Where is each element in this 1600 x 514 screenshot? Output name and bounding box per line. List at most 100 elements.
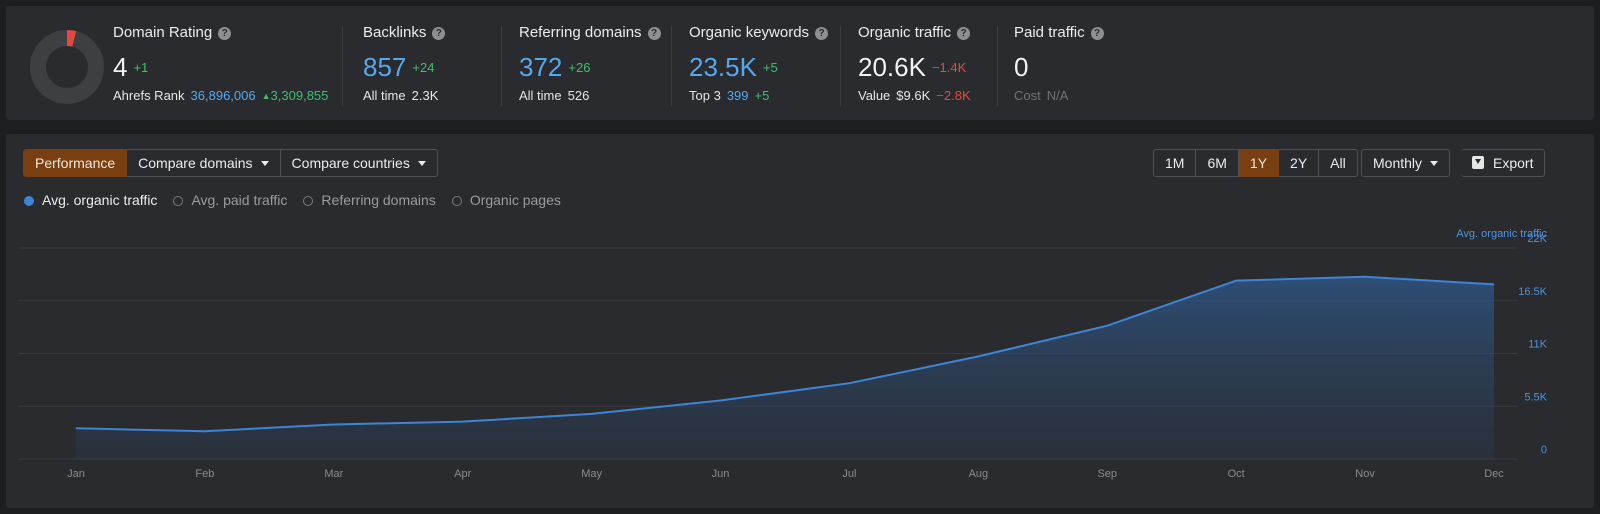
metrics-panel: Domain Rating? 4 +1 Ahrefs Rank 36,896,006… bbox=[6, 6, 1594, 120]
x-tick-label: Aug bbox=[969, 468, 989, 480]
dropdown-label: Compare countries bbox=[291, 155, 410, 171]
x-tick-label: Jan bbox=[67, 468, 85, 480]
legend-label: Avg. paid traffic bbox=[191, 192, 288, 208]
x-tick-label: Jul bbox=[842, 468, 856, 480]
sub-delta: +5 bbox=[754, 88, 770, 103]
sub-label: All time bbox=[519, 88, 562, 103]
x-tick-label: Feb bbox=[195, 468, 214, 480]
dropdown-label: Compare domains bbox=[138, 155, 253, 171]
sub-value: $9.6K bbox=[896, 88, 931, 103]
legend-dot-icon bbox=[451, 196, 462, 206]
range-1y[interactable]: 1Y bbox=[1238, 149, 1280, 177]
help-icon[interactable]: ? bbox=[815, 27, 829, 40]
y-tick-label: 5.5K bbox=[1524, 391, 1547, 403]
top3-link[interactable]: 399 bbox=[726, 88, 749, 103]
x-tick-label: Nov bbox=[1355, 468, 1375, 480]
legend-avg-paid-traffic[interactable]: Avg. paid traffic bbox=[173, 192, 287, 208]
traffic-chart: Avg. organic traffic 0 5.5K 11K 16.5K 22K Ja… bbox=[18, 228, 1548, 480]
range-2y[interactable]: 2Y bbox=[1279, 149, 1320, 177]
data-point[interactable] bbox=[848, 382, 850, 384]
metric-value[interactable]: 857 bbox=[363, 52, 407, 82]
performance-panel: Performance Compare domains Compare coun… bbox=[6, 134, 1594, 508]
up-triangle-icon: ▲ bbox=[261, 91, 271, 101]
metric-label: Organic traffic bbox=[858, 24, 952, 41]
range-1m[interactable]: 1M bbox=[1153, 149, 1197, 177]
divider bbox=[342, 26, 343, 106]
range-selector: 1M 6M 1Y 2Y All bbox=[1153, 149, 1358, 177]
metric-value[interactable]: 23.5K bbox=[689, 52, 757, 82]
metric-value: 4 bbox=[113, 52, 128, 82]
divider bbox=[671, 26, 672, 106]
series-line bbox=[75, 275, 1495, 433]
y-tick-label: 0 bbox=[1541, 444, 1547, 456]
metric-delta: −1.4K bbox=[931, 60, 967, 75]
sub-label: Value bbox=[858, 88, 891, 103]
data-point[interactable] bbox=[977, 355, 979, 357]
y-tick-label: 11K bbox=[1528, 339, 1547, 351]
y-tick-label: 16.5K bbox=[1518, 286, 1547, 298]
x-tick-label: Oct bbox=[1228, 468, 1245, 480]
metric-label: Domain Rating bbox=[113, 24, 213, 41]
sub-label: Ahrefs Rank bbox=[113, 88, 185, 103]
sub-value: 2.3K bbox=[411, 88, 439, 103]
legend-organic-pages[interactable]: Organic pages bbox=[451, 192, 561, 208]
data-point[interactable] bbox=[204, 430, 206, 432]
export-button[interactable]: Export bbox=[1461, 149, 1546, 177]
range-all[interactable]: All bbox=[1319, 149, 1358, 177]
export-label: Export bbox=[1493, 155, 1534, 171]
download-icon bbox=[1472, 156, 1484, 169]
data-point[interactable] bbox=[720, 399, 722, 401]
help-icon[interactable]: ? bbox=[218, 27, 232, 40]
sub-label: All time bbox=[363, 88, 406, 103]
metric-delta: +24 bbox=[412, 60, 435, 75]
view-tabs: Performance Compare domains Compare coun… bbox=[23, 149, 438, 177]
help-icon[interactable]: ? bbox=[432, 27, 446, 40]
data-point[interactable] bbox=[1364, 276, 1366, 278]
sub-label: Top 3 bbox=[689, 88, 721, 103]
metric-label: Backlinks bbox=[363, 24, 427, 41]
y-axis-title: Avg. organic traffic bbox=[1456, 228, 1547, 240]
compare-countries-dropdown[interactable]: Compare countries bbox=[280, 149, 438, 177]
data-point[interactable] bbox=[75, 427, 77, 429]
data-point[interactable] bbox=[1106, 325, 1108, 327]
legend-dot-icon bbox=[24, 196, 34, 206]
metric-value: 0 bbox=[1014, 52, 1029, 82]
metric-label: Paid traffic bbox=[1014, 24, 1085, 41]
legend-label: Organic pages bbox=[469, 192, 561, 208]
x-tick-label: Apr bbox=[454, 468, 471, 480]
metric-value[interactable]: 372 bbox=[519, 52, 563, 82]
metric-delta: +5 bbox=[762, 60, 778, 75]
metric-delta: +26 bbox=[568, 60, 591, 75]
x-tick-label: Dec bbox=[1484, 468, 1504, 480]
data-point[interactable] bbox=[1493, 283, 1495, 285]
y-tick-label: 22K bbox=[1527, 233, 1547, 245]
range-6m[interactable]: 6M bbox=[1196, 149, 1239, 177]
interval-label: Monthly bbox=[1373, 155, 1423, 171]
legend-avg-organic-traffic[interactable]: Avg. organic traffic bbox=[24, 192, 157, 208]
data-point[interactable] bbox=[333, 423, 335, 425]
divider bbox=[840, 26, 841, 106]
series-area bbox=[76, 276, 1494, 459]
divider bbox=[501, 26, 502, 106]
data-point[interactable] bbox=[591, 413, 593, 415]
data-point[interactable] bbox=[462, 421, 464, 423]
divider bbox=[997, 26, 998, 106]
donut-slice bbox=[66, 30, 77, 47]
help-icon[interactable]: ? bbox=[957, 27, 971, 40]
data-point[interactable] bbox=[1235, 280, 1237, 282]
help-icon[interactable]: ? bbox=[1090, 27, 1104, 40]
legend-dot-icon bbox=[303, 196, 314, 206]
sub-value: N/A bbox=[1046, 88, 1069, 103]
interval-dropdown[interactable]: Monthly bbox=[1361, 149, 1451, 177]
help-icon[interactable]: ? bbox=[647, 27, 661, 40]
sub-label: Cost bbox=[1014, 88, 1041, 103]
caret-down-icon bbox=[1430, 161, 1439, 166]
ahrefs-rank-link[interactable]: 36,896,006 bbox=[190, 88, 256, 103]
chart-legend: Avg. organic traffic Avg. paid traffic R… bbox=[24, 192, 577, 208]
tab-performance[interactable]: Performance bbox=[23, 149, 128, 177]
metric-delta: +1 bbox=[133, 60, 149, 75]
metric-value: 20.6K bbox=[858, 52, 926, 82]
compare-domains-dropdown[interactable]: Compare domains bbox=[127, 149, 281, 177]
x-tick-label: Mar bbox=[324, 468, 343, 480]
legend-referring-domains[interactable]: Referring domains bbox=[303, 192, 436, 208]
